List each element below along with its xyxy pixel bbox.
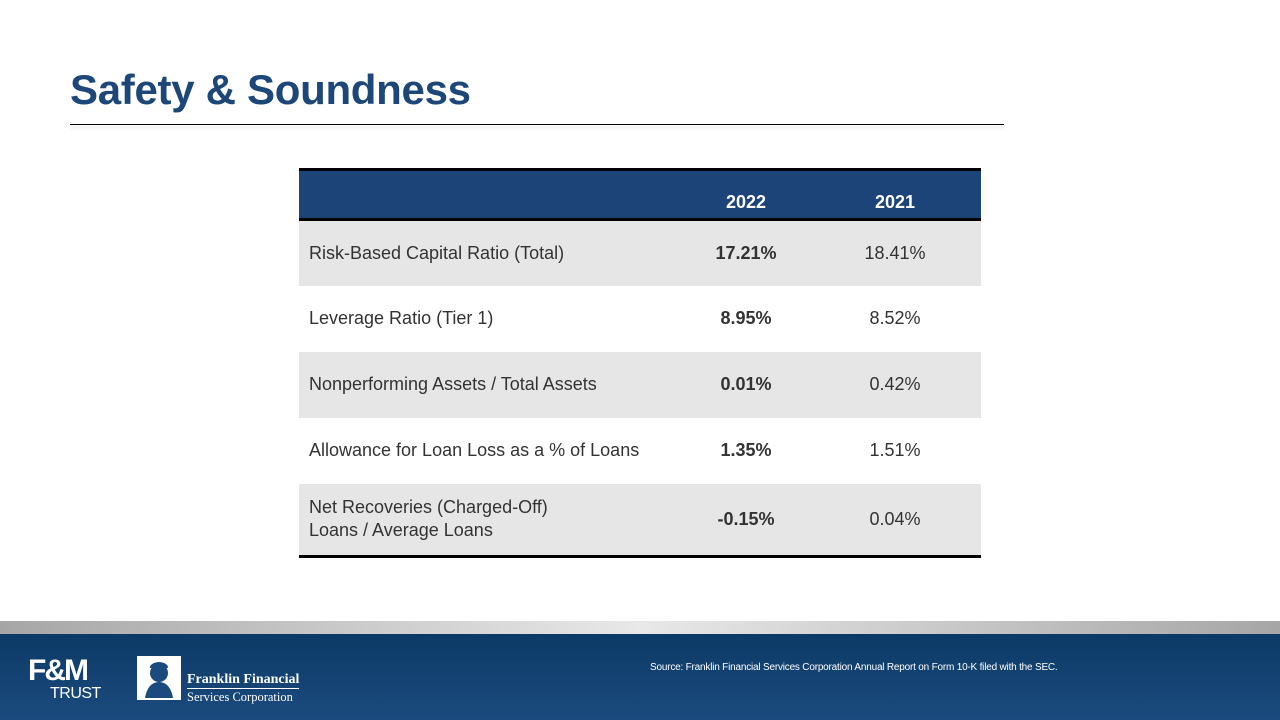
- value-2021: 8.52%: [869, 308, 921, 328]
- value-2022: 1.35%: [720, 440, 772, 460]
- safety-soundness-table: 2022 2021 Risk-Based Capital Ratio (Tota…: [299, 168, 981, 558]
- title-divider: [70, 124, 1004, 125]
- row-label: Allowance for Loan Loss as a % of Loans: [309, 440, 640, 460]
- value-2022: 0.01%: [720, 374, 772, 394]
- value-2022: -0.15%: [717, 508, 775, 529]
- header-2022: 2022: [683, 169, 809, 221]
- table-row: Risk-Based Capital Ratio (Total) 17.21% …: [299, 219, 981, 286]
- value-2021: 18.41%: [864, 242, 926, 263]
- slide-title: Safety & Soundness: [70, 66, 471, 113]
- value-2022: 17.21%: [715, 242, 777, 263]
- table-header-row: 2022 2021: [299, 169, 981, 221]
- row-label: Net Recoveries (Charged-Off) Loans / Ave…: [309, 497, 548, 541]
- value-2021: 0.04%: [869, 508, 921, 529]
- table-row: Nonperforming Assets / Total Assets 0.01…: [299, 351, 981, 418]
- header-label-cell: [299, 169, 683, 221]
- header-2021: 2021: [809, 169, 981, 221]
- footer-accent-band: [0, 621, 1280, 634]
- value-2021: 0.42%: [869, 374, 921, 394]
- franklin-seal-icon: [137, 656, 181, 700]
- source-note: Source: Franklin Financial Services Corp…: [650, 662, 1058, 673]
- franklin-financial-wordmark: Franklin Financial Services Corporation: [187, 672, 300, 704]
- fm-trust-logo: F&M TRUST: [28, 654, 101, 702]
- row-label: Leverage Ratio (Tier 1): [309, 308, 494, 328]
- table-row: Leverage Ratio (Tier 1) 8.95% 8.52%: [299, 285, 981, 352]
- row-label: Risk-Based Capital Ratio (Total): [309, 242, 565, 263]
- table-row: Net Recoveries (Charged-Off) Loans / Ave…: [299, 483, 981, 557]
- value-2021: 1.51%: [869, 440, 921, 460]
- table-row: Allowance for Loan Loss as a % of Loans …: [299, 417, 981, 484]
- footer-bar: F&M TRUST Franklin Financial Services Co…: [0, 634, 1280, 720]
- value-2022: 8.95%: [720, 308, 772, 328]
- row-label: Nonperforming Assets / Total Assets: [309, 374, 597, 394]
